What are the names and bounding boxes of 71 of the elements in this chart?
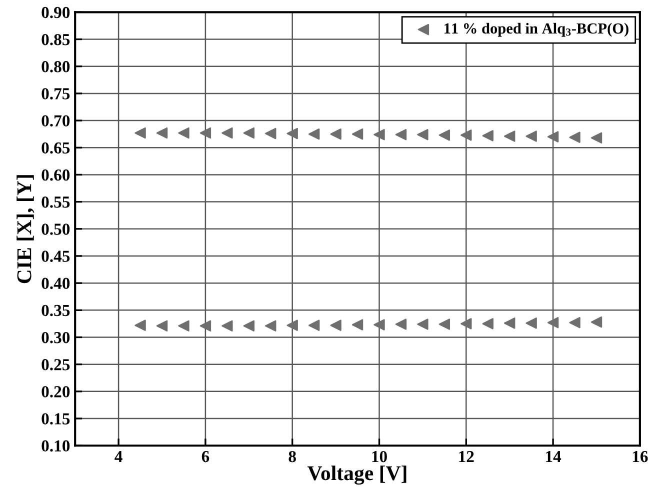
x-axis-title: Voltage [V] [308, 466, 406, 485]
y-tick-label: 0.20 [42, 386, 70, 398]
point [395, 129, 407, 140]
point [547, 317, 559, 328]
point [504, 318, 516, 329]
point [243, 320, 254, 332]
point [438, 318, 450, 330]
x-tick-label: 4 [114, 451, 122, 462]
y-tick-label: 0.90 [42, 6, 70, 18]
point [200, 127, 212, 139]
point [330, 320, 342, 331]
x-tick-label: 14 [546, 451, 562, 462]
point [590, 316, 602, 328]
point [590, 132, 602, 144]
y-tick-label: 0.60 [42, 169, 70, 181]
y-tick-label: 0.55 [42, 196, 70, 208]
point [547, 131, 559, 142]
y-tick-label: 0.40 [42, 278, 70, 290]
y-tick-label: 0.25 [42, 359, 70, 370]
x-tick-label: 6 [202, 450, 210, 462]
point [134, 127, 146, 139]
y-tick-label: 0.15 [42, 413, 70, 425]
point [243, 127, 254, 139]
point [395, 318, 407, 330]
point [265, 320, 276, 332]
point [438, 130, 450, 141]
point [200, 320, 212, 332]
point [482, 130, 494, 142]
x-tick-label: 16 [632, 450, 648, 462]
point [178, 127, 190, 139]
point [569, 317, 580, 328]
point [569, 132, 580, 143]
point [526, 318, 537, 329]
y-tick-label: 0.75 [42, 88, 70, 100]
y-axis-title: CIE [X], [Y] [16, 175, 34, 284]
point [330, 128, 342, 140]
point [374, 129, 385, 140]
point [460, 318, 472, 330]
point [156, 320, 168, 332]
point [526, 130, 537, 142]
y-tick-label: 0.70 [42, 115, 70, 127]
y-tick-label: 0.30 [42, 332, 70, 344]
x-tick-label: 12 [459, 450, 474, 462]
x-tick-label: 8 [288, 450, 296, 462]
point [265, 128, 276, 140]
x-tick-label: 10 [372, 450, 387, 462]
point [286, 128, 298, 140]
point [222, 320, 233, 332]
point [134, 320, 146, 331]
point [352, 128, 364, 140]
point [352, 319, 364, 330]
point [222, 127, 233, 139]
y-tick-label: 0.65 [42, 142, 70, 154]
point [504, 130, 516, 142]
y-tick-label: 0.85 [42, 34, 70, 46]
y-tick-label: 0.35 [42, 304, 70, 316]
point [156, 127, 168, 139]
y-tick-label: 0.50 [42, 224, 70, 235]
point [178, 320, 190, 332]
point [308, 128, 320, 140]
y-tick-label: 0.45 [42, 250, 70, 262]
legend-label: 11 % doped in Alq$_{3}$-BCP(O) [444, 22, 628, 37]
point [417, 129, 428, 140]
point [286, 320, 298, 331]
y-tick-label: 0.80 [42, 61, 70, 72]
y-tick-label: 0.10 [42, 440, 70, 452]
point [482, 318, 494, 330]
point [460, 130, 472, 141]
point [417, 318, 428, 330]
point [374, 319, 385, 330]
point [308, 320, 320, 331]
